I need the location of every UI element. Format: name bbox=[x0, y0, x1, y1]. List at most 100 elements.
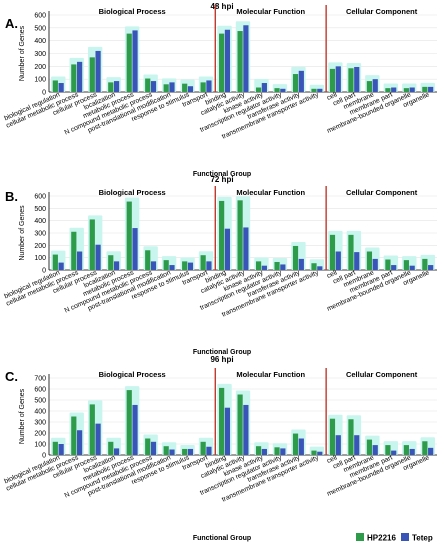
y-tick-label: 300 bbox=[34, 231, 46, 238]
bar-hp2216 bbox=[182, 261, 188, 270]
bar-tetep bbox=[298, 258, 304, 270]
group-label: Biological Process bbox=[99, 7, 166, 16]
bar-hp2216 bbox=[89, 404, 95, 455]
y-axis-label: Number of Genes bbox=[19, 205, 26, 261]
bar-hp2216 bbox=[385, 445, 391, 455]
chart-title: 72 hpi bbox=[210, 175, 233, 184]
bar-tetep bbox=[243, 25, 249, 93]
bar-tetep bbox=[372, 79, 378, 92]
chart-panel-2: B. 72 hpi Number of Genes 0 100 200 300 400 500 6… bbox=[3, 175, 437, 356]
bar-tetep bbox=[409, 87, 415, 92]
bar-hp2216 bbox=[52, 441, 58, 455]
bar-tetep bbox=[261, 448, 267, 455]
bar-hp2216 bbox=[329, 234, 336, 270]
bar-hp2216 bbox=[163, 446, 169, 455]
bar-hp2216 bbox=[163, 84, 169, 92]
chart-panel-3: C. 96 hpi Number of Genes 0 100 200 300 400 500 6… bbox=[3, 355, 437, 542]
bar-tetep bbox=[317, 451, 323, 455]
bar-hp2216 bbox=[348, 419, 354, 455]
bar-tetep bbox=[95, 244, 101, 270]
bar-tetep bbox=[113, 81, 120, 92]
y-tick-label: 300 bbox=[34, 420, 46, 427]
bar-tetep bbox=[298, 70, 304, 92]
chart-panel-1: A. 48 hpi Number of Genes 0 100 200 300 400 500 6… bbox=[3, 2, 437, 178]
y-tick-label: 0 bbox=[42, 90, 46, 97]
bar-hp2216 bbox=[329, 68, 336, 92]
y-tick-label: 200 bbox=[34, 431, 46, 438]
bar-hp2216 bbox=[145, 250, 151, 270]
bar-hp2216 bbox=[52, 80, 58, 92]
y-tick-label: 400 bbox=[34, 218, 46, 225]
group-label: Molecular Function bbox=[236, 370, 305, 379]
bar-hp2216 bbox=[126, 390, 132, 455]
legend-swatch bbox=[401, 533, 409, 541]
y-tick-label: 400 bbox=[34, 409, 46, 416]
bar-tetep bbox=[280, 448, 286, 455]
bar-tetep bbox=[58, 262, 64, 270]
bar-tetep bbox=[280, 264, 286, 270]
bar-hp2216 bbox=[200, 82, 206, 92]
bar-tetep bbox=[169, 449, 175, 455]
bar-hp2216 bbox=[403, 260, 409, 270]
bar-tetep bbox=[206, 80, 212, 92]
y-tick-label: 200 bbox=[34, 243, 46, 250]
bar-hp2216 bbox=[126, 33, 132, 92]
bar-tetep bbox=[150, 261, 157, 270]
bar-hp2216 bbox=[89, 57, 95, 92]
bar-hp2216 bbox=[237, 200, 243, 270]
y-tick-label: 200 bbox=[34, 64, 46, 71]
bar-hp2216 bbox=[200, 441, 206, 455]
y-tick-label: 100 bbox=[34, 442, 46, 449]
bar-tetep bbox=[243, 404, 249, 455]
bar-tetep bbox=[409, 265, 415, 270]
bar-tetep bbox=[317, 88, 323, 92]
y-tick-label: 500 bbox=[34, 398, 46, 405]
group-label: Biological Process bbox=[99, 370, 166, 379]
bar-tetep bbox=[280, 88, 286, 92]
y-tick-label: 600 bbox=[34, 387, 46, 394]
group-label: Cellular Component bbox=[346, 370, 418, 379]
x-axis-label: Functional Group bbox=[193, 349, 251, 356]
bar-hp2216 bbox=[422, 258, 428, 270]
bar-tetep bbox=[132, 404, 138, 455]
x-axis-label: Functional Group bbox=[193, 535, 251, 542]
bar-hp2216 bbox=[366, 439, 373, 455]
bar-tetep bbox=[132, 228, 138, 270]
bar-tetep bbox=[261, 83, 267, 92]
legend: HP2216 Tetep bbox=[356, 533, 433, 543]
group-label: Molecular Function bbox=[236, 7, 305, 16]
bar-tetep bbox=[95, 50, 101, 92]
y-tick-label: 300 bbox=[34, 51, 46, 58]
bar-hp2216 bbox=[219, 33, 225, 92]
bar-tetep bbox=[113, 448, 120, 455]
y-tick-label: 400 bbox=[34, 38, 46, 45]
y-axis-label: Number of Genes bbox=[19, 25, 26, 81]
bar-hp2216 bbox=[71, 416, 77, 455]
bar-hp2216 bbox=[366, 81, 373, 92]
bar-hp2216 bbox=[292, 74, 299, 92]
bar-tetep bbox=[372, 445, 378, 455]
bar-hp2216 bbox=[366, 251, 373, 270]
bar-hp2216 bbox=[311, 450, 317, 455]
bar-tetep bbox=[354, 66, 360, 92]
bar-hp2216 bbox=[89, 219, 95, 270]
bar-tetep bbox=[169, 82, 175, 92]
bar-hp2216 bbox=[385, 259, 391, 270]
bar-tetep bbox=[187, 262, 194, 270]
bar-tetep bbox=[77, 61, 83, 92]
bar-tetep bbox=[77, 430, 83, 455]
bar-tetep bbox=[224, 228, 231, 270]
bar-hp2216 bbox=[385, 88, 391, 92]
bar-hp2216 bbox=[274, 447, 280, 455]
legend-label: Tetep bbox=[412, 534, 433, 543]
bar-tetep bbox=[335, 251, 341, 270]
panel-label: A. bbox=[5, 16, 18, 31]
bar-hp2216 bbox=[274, 88, 280, 92]
x-tick-label: cell bbox=[326, 91, 339, 102]
bar-tetep bbox=[113, 261, 120, 270]
bar-hp2216 bbox=[126, 201, 132, 270]
bar-tetep bbox=[409, 448, 415, 455]
bar-hp2216 bbox=[422, 86, 428, 92]
